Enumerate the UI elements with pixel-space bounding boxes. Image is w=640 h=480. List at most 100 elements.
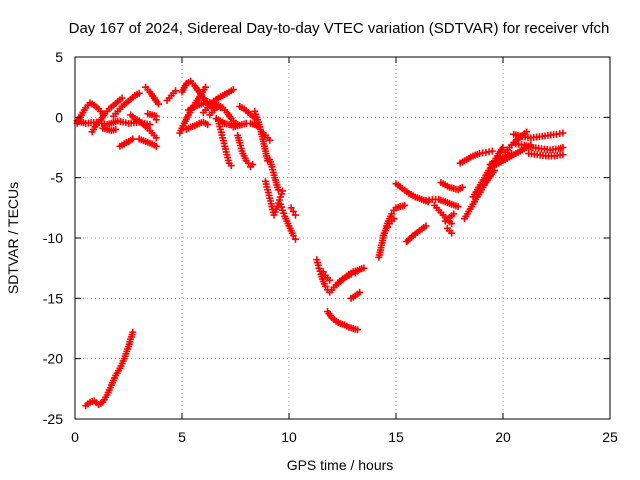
y-axis-label: SDTVAR / TECUs: [5, 182, 21, 294]
data-point: [249, 160, 257, 168]
x-tick-label: 15: [388, 429, 404, 445]
data-point: [559, 129, 567, 137]
data-point: [527, 141, 535, 149]
data-point: [454, 203, 462, 211]
series-arc26: [261, 177, 287, 219]
x-tick-label: 5: [178, 429, 186, 445]
series-arc33: [332, 267, 361, 289]
data-point: [146, 121, 154, 129]
series-arc19: [206, 101, 239, 127]
series-arc53: [525, 150, 567, 160]
series-arc47: [456, 147, 496, 167]
series-arc25: [259, 129, 274, 144]
data-point: [135, 89, 143, 97]
data-point: [291, 211, 299, 219]
data-point: [523, 128, 531, 136]
data-point: [244, 159, 252, 167]
data-point: [559, 144, 567, 151]
y-tick-label: 0: [55, 109, 63, 125]
series-arc29: [287, 204, 299, 219]
series-arc17: [199, 86, 237, 117]
data-point: [321, 282, 329, 290]
series-arc30: [313, 256, 332, 294]
data-point: [227, 162, 235, 170]
data-point: [279, 187, 287, 195]
data-point: [152, 134, 160, 142]
series-arc46: [460, 166, 498, 223]
series-arc54: [488, 141, 535, 171]
series-arc39: [392, 180, 432, 206]
series-arc28: [276, 200, 299, 243]
data-point: [388, 210, 396, 218]
series-arc48: [469, 144, 507, 201]
x-tick-label: 25: [602, 429, 618, 445]
series-arc07: [127, 111, 160, 142]
data-point: [112, 125, 120, 133]
data-point: [353, 326, 361, 334]
axis-ticks: [74, 56, 611, 420]
series-arc09: [135, 135, 160, 150]
series-arc44: [443, 224, 456, 237]
data-point: [488, 147, 496, 155]
gridlines: [75, 57, 610, 419]
y-tick-label: -20: [43, 351, 63, 367]
chart-title: Day 167 of 2024, Sidereal Day-to-day VTE…: [69, 20, 610, 37]
x-tick-labels: 0 5 10 15 20 25: [71, 429, 618, 445]
data-point: [229, 86, 237, 94]
data-point: [383, 223, 391, 231]
data-point: [319, 268, 327, 276]
y-tick-label: -5: [51, 170, 64, 186]
data-point: [356, 288, 364, 296]
data-point: [390, 215, 398, 223]
series-arc45: [437, 178, 466, 194]
series-arc37: [375, 201, 409, 261]
series-arc34: [351, 264, 368, 277]
data-point: [401, 201, 409, 209]
data-point: [422, 222, 430, 230]
data-point: [118, 94, 126, 102]
series-arc38: [379, 215, 398, 240]
series-arc06: [116, 135, 137, 150]
x-tick-label: 20: [495, 429, 511, 445]
series-arc27: [266, 156, 282, 194]
series-arc20: [214, 117, 235, 170]
data-point: [448, 229, 456, 237]
series-arc35: [347, 288, 364, 302]
series-arc36: [324, 308, 361, 334]
y-tick-label: -25: [43, 411, 63, 427]
data-point: [172, 87, 180, 95]
data-point: [152, 142, 160, 150]
series-arc24: [251, 107, 272, 165]
data-point: [458, 183, 466, 191]
x-tick-label: 10: [281, 429, 297, 445]
data-point: [154, 100, 162, 108]
data-point: [129, 135, 137, 143]
data-point: [450, 210, 458, 218]
series-arc31: [319, 268, 334, 284]
series-arc42: [431, 201, 456, 228]
data-point: [381, 227, 389, 235]
data-point: [287, 204, 295, 212]
y-tick-label: -15: [43, 290, 63, 306]
series-arc43: [441, 210, 458, 225]
data-point: [274, 186, 282, 194]
y-tick-labels: -25 -20 -15 -10 -5 0 5: [43, 49, 63, 427]
series-arc05: [110, 89, 143, 120]
series-arc10: [144, 110, 160, 124]
y-tick-label: 5: [55, 49, 63, 65]
series-arc23: [234, 131, 257, 171]
data-point: [448, 220, 456, 228]
data-point: [326, 276, 334, 284]
data-point: [204, 121, 212, 129]
series-arc12: [163, 87, 180, 104]
x-tick-label: 0: [71, 429, 79, 445]
series-arc15: [182, 118, 212, 133]
data-point: [499, 144, 507, 151]
series-arc21: [229, 119, 263, 131]
y-tick-label: -10: [43, 230, 63, 246]
series-arc11: [82, 328, 137, 410]
data-point: [360, 264, 368, 272]
data-point: [559, 151, 567, 159]
data-point: [129, 328, 137, 336]
